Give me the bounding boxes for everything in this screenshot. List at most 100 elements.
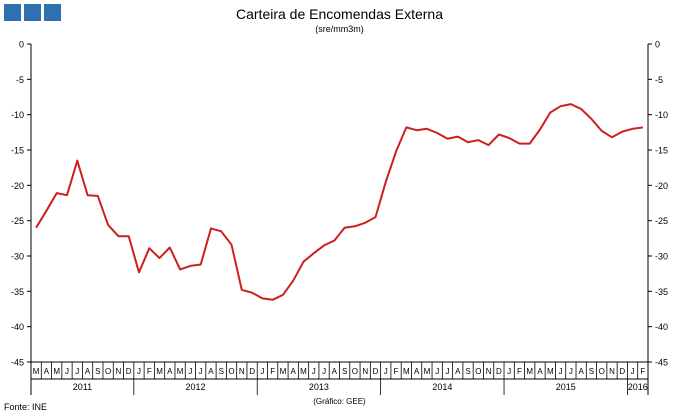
month-label: M bbox=[53, 367, 60, 376]
year-label: 2015 bbox=[556, 382, 576, 392]
month-label: M bbox=[156, 367, 163, 376]
month-label: F bbox=[270, 367, 275, 376]
month-label: N bbox=[486, 367, 492, 376]
month-label: D bbox=[126, 367, 132, 376]
month-label: S bbox=[95, 367, 100, 376]
month-label: M bbox=[526, 367, 533, 376]
y-tick-label-right: -35 bbox=[655, 287, 668, 297]
month-label: F bbox=[394, 367, 399, 376]
y-tick-label-left: -10 bbox=[11, 110, 24, 120]
y-tick-label-right: -40 bbox=[655, 322, 668, 332]
y-tick-label-right: -20 bbox=[655, 181, 668, 191]
month-label: N bbox=[362, 367, 368, 376]
month-label: M bbox=[280, 367, 287, 376]
month-label: O bbox=[228, 367, 234, 376]
y-tick-label-right: -15 bbox=[655, 146, 668, 156]
logo-square bbox=[4, 4, 21, 21]
month-label: F bbox=[640, 367, 645, 376]
month-label: J bbox=[631, 367, 635, 376]
y-tick-label-left: -15 bbox=[11, 146, 24, 156]
month-label: A bbox=[44, 367, 50, 376]
month-label: O bbox=[475, 367, 481, 376]
month-label: J bbox=[322, 367, 326, 376]
month-label: O bbox=[105, 367, 111, 376]
month-label: O bbox=[599, 367, 605, 376]
y-tick-label-right: -10 bbox=[655, 110, 668, 120]
month-label: J bbox=[569, 367, 573, 376]
y-tick-label-right: -45 bbox=[655, 358, 668, 368]
month-label: J bbox=[384, 367, 388, 376]
y-tick-label-left: -5 bbox=[16, 75, 24, 85]
month-label: D bbox=[249, 367, 255, 376]
month-label: D bbox=[619, 367, 625, 376]
y-tick-label-right: -25 bbox=[655, 216, 668, 226]
month-label: S bbox=[342, 367, 347, 376]
month-label: D bbox=[373, 367, 379, 376]
chart-title: Carteira de Encomendas Externa bbox=[236, 6, 443, 22]
y-tick-label-left: -20 bbox=[11, 181, 24, 191]
month-label: F bbox=[147, 367, 152, 376]
month-label: N bbox=[239, 367, 245, 376]
year-label: 2012 bbox=[186, 382, 206, 392]
month-label: D bbox=[496, 367, 502, 376]
logo-square bbox=[24, 4, 41, 21]
month-label: M bbox=[177, 367, 184, 376]
month-label: S bbox=[219, 367, 224, 376]
month-label: A bbox=[578, 367, 584, 376]
month-label: J bbox=[137, 367, 141, 376]
y-tick-label-left: -45 bbox=[11, 358, 24, 368]
month-label: J bbox=[559, 367, 563, 376]
y-tick-label-left: 0 bbox=[19, 40, 24, 50]
month-label: J bbox=[445, 367, 449, 376]
y-tick-label-left: -40 bbox=[11, 322, 24, 332]
month-label: M bbox=[403, 367, 410, 376]
month-label: A bbox=[167, 367, 173, 376]
y-tick-label-right: -30 bbox=[655, 252, 668, 262]
chart-subtitle: (sre/mm3m) bbox=[315, 24, 364, 34]
month-label: A bbox=[455, 367, 461, 376]
month-label: A bbox=[414, 367, 420, 376]
month-label: M bbox=[300, 367, 307, 376]
month-label: M bbox=[424, 367, 431, 376]
month-label: M bbox=[33, 367, 40, 376]
right-axis-ticks: 0 -5 -10 -15 -20 -25 -30 -35 -40 -45 bbox=[648, 40, 668, 368]
month-label: J bbox=[507, 367, 511, 376]
month-label: A bbox=[332, 367, 338, 376]
y-tick-label-left: -35 bbox=[11, 287, 24, 297]
month-label: J bbox=[65, 367, 69, 376]
month-label: N bbox=[116, 367, 122, 376]
logo-square bbox=[44, 4, 61, 21]
month-label: M bbox=[547, 367, 554, 376]
year-label: 2014 bbox=[432, 382, 452, 392]
y-tick-label-right: -5 bbox=[655, 75, 663, 85]
series-line bbox=[35, 103, 644, 301]
month-label: J bbox=[75, 367, 79, 376]
axes bbox=[30, 44, 649, 395]
month-label: A bbox=[208, 367, 214, 376]
series bbox=[35, 103, 644, 301]
month-label: A bbox=[537, 367, 543, 376]
month-label: F bbox=[517, 367, 522, 376]
year-label: 2016 bbox=[628, 382, 648, 392]
month-label: J bbox=[199, 367, 203, 376]
y-tick-label-left: -25 bbox=[11, 216, 24, 226]
month-label: J bbox=[188, 367, 192, 376]
left-axis-ticks: 0 -5 -10 -15 -20 -25 -30 -35 -40 -45 bbox=[11, 40, 31, 368]
y-tick-label-left: -30 bbox=[11, 252, 24, 262]
month-label: J bbox=[435, 367, 439, 376]
y-tick-label-right: 0 bbox=[655, 40, 660, 50]
month-label: A bbox=[291, 367, 297, 376]
month-label: J bbox=[312, 367, 316, 376]
month-label: J bbox=[260, 367, 264, 376]
year-label: 2011 bbox=[73, 382, 92, 392]
month-label: N bbox=[609, 367, 615, 376]
month-label: S bbox=[589, 367, 594, 376]
chart-credit: (Gráfico: GEE) bbox=[313, 397, 366, 406]
year-label: 2013 bbox=[309, 382, 329, 392]
month-label: O bbox=[352, 367, 358, 376]
logo bbox=[4, 4, 62, 21]
month-label: A bbox=[85, 367, 91, 376]
source-note: Fonte: INE bbox=[4, 402, 48, 412]
